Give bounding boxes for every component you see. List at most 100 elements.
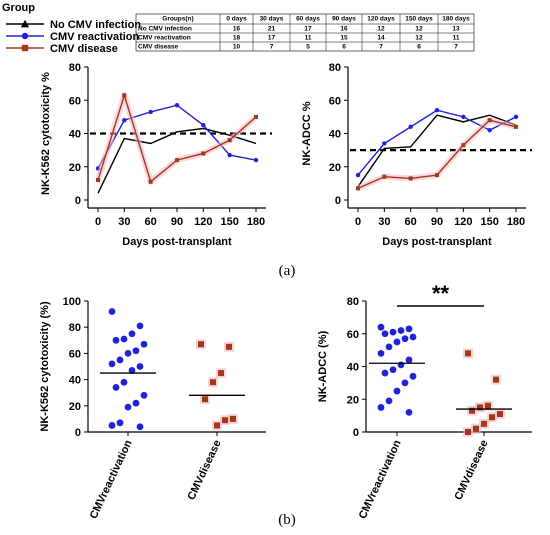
data-point: [401, 335, 409, 343]
data-point: [485, 402, 491, 409]
data-point: [201, 122, 206, 128]
data-point: [513, 114, 519, 120]
y-tick-label: 40: [69, 375, 81, 387]
data-point: [210, 379, 216, 386]
y-tick-label: 20: [347, 394, 359, 406]
data-point: [397, 361, 405, 369]
y-tick-label: 60: [69, 95, 81, 107]
table-header: 60 days: [296, 16, 320, 23]
data-point: [108, 422, 116, 429]
data-point: [226, 343, 232, 350]
data-point: [489, 414, 495, 421]
data-point: [136, 423, 144, 431]
legend-label: CMV disease: [50, 43, 118, 55]
data-point: [227, 138, 232, 143]
x-tick-label: 90: [431, 216, 443, 228]
data-point: [377, 323, 385, 331]
data-point: [128, 367, 136, 374]
x-tick-label: 60: [145, 216, 157, 228]
data-point: [461, 114, 466, 120]
data-point: [497, 410, 503, 417]
data-point: [201, 151, 206, 156]
data-point: [112, 336, 120, 344]
data-point: [473, 425, 479, 432]
y-tick-label: 100: [63, 296, 81, 308]
data-point: [214, 422, 220, 429]
table-cell: 6: [417, 44, 421, 51]
x-tick-label: 150: [480, 216, 498, 228]
data-point: [481, 420, 487, 427]
x-tick-label: 30: [378, 216, 390, 228]
data-point: [393, 387, 401, 395]
series-line: [357, 114, 517, 188]
x-tick-label: 150: [220, 216, 238, 228]
data-point: [198, 341, 204, 348]
data-point: [385, 397, 393, 405]
y-tick-label: 0: [75, 195, 81, 207]
table-cell: CMV disease: [138, 44, 178, 51]
table-cell: CMV reactivation: [138, 35, 191, 42]
x-tick-label: 180: [507, 216, 525, 228]
x-tick-label: 0: [95, 216, 101, 228]
data-point: [382, 141, 387, 146]
y-tick-label: 0: [75, 427, 81, 439]
data-point: [218, 370, 224, 377]
data-point: [409, 333, 417, 341]
data-point: [385, 343, 393, 351]
table-header: 150 days: [405, 16, 433, 23]
data-point: [487, 127, 492, 133]
data-point: [461, 143, 466, 148]
y-tick-label: 80: [69, 62, 81, 74]
x-tick-label: 180: [247, 216, 265, 228]
x-axis-label: Days post-transplant: [382, 236, 492, 248]
data-point: [356, 186, 360, 191]
data-point: [222, 417, 228, 424]
scatter-chart-nk-adcc: 0 20 40 60 80 CMVreactivation CMVdisease NK-ADC…: [317, 281, 532, 521]
scatter-chart-nk-k562: 0 20 40 60 80 100 CMVreactivation CMVdisease NK-…: [39, 296, 266, 521]
data-point: [465, 350, 471, 357]
x-tick-label: 30: [118, 216, 130, 228]
y-tick-label: 80: [329, 62, 341, 74]
table-cell: 11: [305, 35, 312, 42]
table-cell: 12: [415, 26, 423, 33]
x-tick-label: 0: [355, 216, 361, 228]
x-category-label: CMVreactivation: [357, 438, 404, 521]
data-point: [253, 157, 259, 163]
table-header: 90 days: [332, 16, 356, 23]
y-tick-label: 20: [329, 162, 341, 174]
y-tick-label: 0: [335, 195, 341, 207]
table-header: Groups(n): [162, 16, 193, 23]
data-point: [389, 328, 397, 336]
data-point: [140, 340, 148, 348]
data-point: [132, 347, 140, 355]
data-point: [116, 356, 124, 364]
y-tick-label: 60: [69, 348, 81, 360]
y-axis-label: NK-K562 cytotoxicity %: [40, 72, 52, 195]
table-cell: 17: [268, 35, 276, 42]
table-header: 120 days: [367, 16, 395, 23]
table-cell: 13: [452, 26, 460, 33]
data-point: [477, 404, 483, 411]
data-point: [136, 363, 144, 370]
table-cell: 14: [377, 35, 385, 42]
table-cell: 5: [306, 44, 310, 51]
table-cell: 21: [268, 26, 276, 33]
data-point: [381, 330, 389, 338]
table-cell: 7: [454, 44, 458, 51]
data-point: [493, 376, 499, 383]
data-point: [148, 179, 153, 184]
data-point: [112, 384, 120, 391]
data-point: [382, 174, 387, 179]
y-tick-label: 40: [329, 129, 341, 141]
data-point: [116, 419, 124, 427]
data-point: [405, 408, 413, 416]
table-cell: 11: [453, 35, 460, 42]
table-cell: 18: [233, 35, 241, 42]
y-axis-label: NK-K562 cytotoxicity (%): [39, 301, 51, 432]
line-chart-nk-adcc: 0 20 40 60 80 0 30 60 90 120 150 180 Days post-trans…: [301, 62, 532, 248]
y-tick-label: 0: [353, 427, 359, 439]
legend-title: Group: [2, 2, 35, 14]
data-point: [254, 114, 258, 119]
table-cell: 7: [270, 44, 274, 51]
